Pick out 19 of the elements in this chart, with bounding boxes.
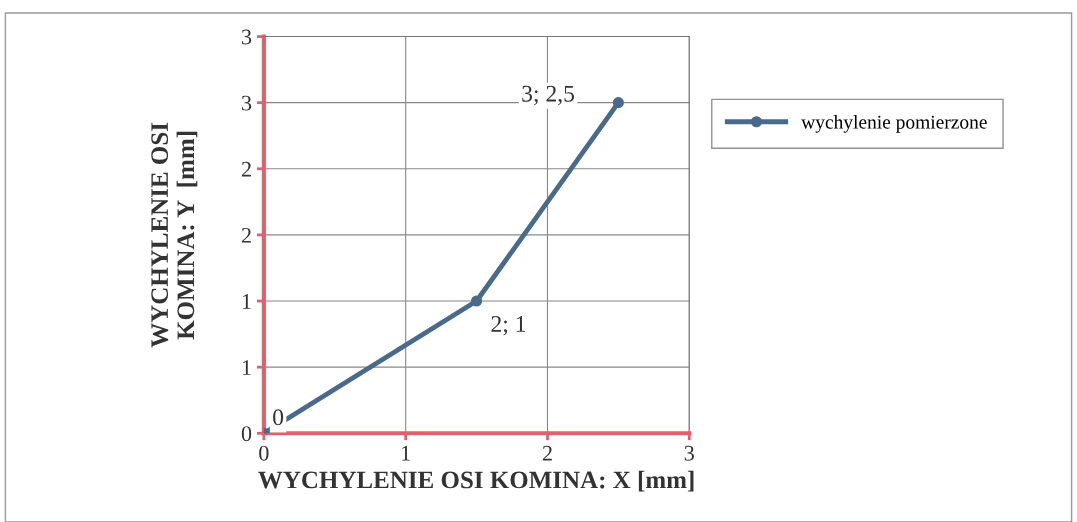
y-axis-title: WYCHYLENIE OSI KOMINA: Y [mm] bbox=[151, 122, 198, 348]
legend-label: wychylenie pomierzone bbox=[801, 115, 987, 133]
data-label: 2; 1 bbox=[491, 316, 526, 336]
point bbox=[612, 97, 624, 109]
y-tick-label: 2 bbox=[241, 161, 251, 177]
x-tick-label: 0 bbox=[259, 445, 269, 461]
x-axis-title: WYCHYLENIE OSI KOMINA: X [mm] bbox=[258, 470, 694, 492]
y-tick-label: 3 bbox=[242, 29, 252, 45]
point bbox=[471, 295, 483, 307]
data-label: 3; 2,5 bbox=[522, 85, 575, 106]
y-tick-label: 2 bbox=[241, 227, 251, 243]
y-tick-label: 1 bbox=[242, 360, 251, 375]
data-label: 0 bbox=[273, 409, 284, 426]
x-tick-label: 1 bbox=[402, 445, 410, 461]
y-tick-label: 1 bbox=[242, 294, 251, 309]
x-tick-label: 2 bbox=[542, 445, 552, 461]
y-tick-label: 3 bbox=[242, 95, 252, 111]
x-tick-label: 3 bbox=[684, 445, 694, 461]
y-tick-label: 0 bbox=[241, 426, 252, 442]
